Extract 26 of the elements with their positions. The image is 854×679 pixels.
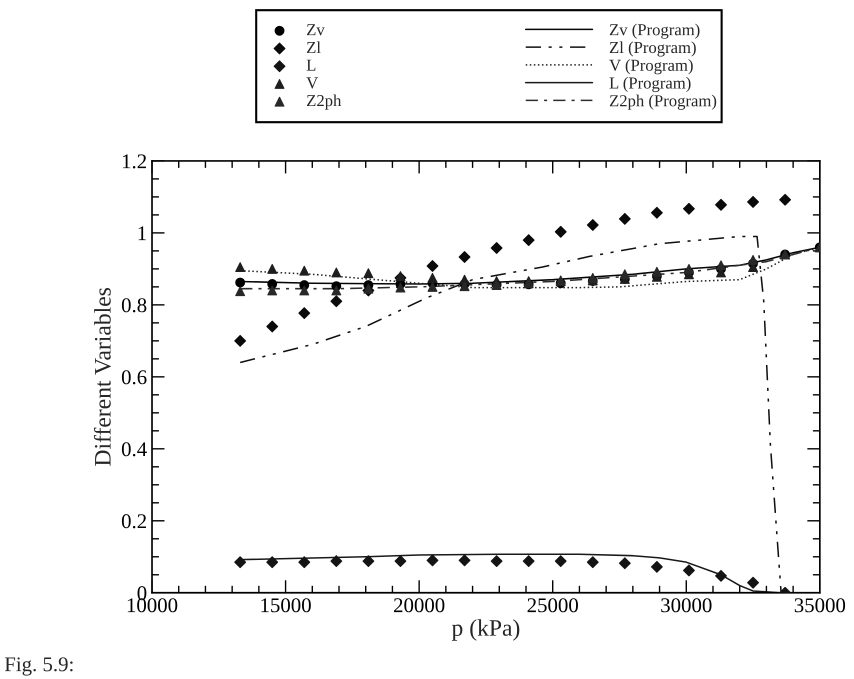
legend-label: Z2ph (Program) — [610, 94, 716, 110]
legend-label: L — [306, 60, 316, 71]
x-tick-label: 35000 — [794, 598, 846, 612]
x-tick-label: 30000 — [661, 598, 712, 612]
legend-label: L (Program) — [610, 76, 691, 92]
y-tick-label: 1.2 — [122, 154, 146, 168]
legend-label: Z2ph — [306, 94, 342, 110]
x-tick-label: 20000 — [394, 598, 444, 612]
x-tick-label: 10000 — [128, 598, 178, 612]
y-tick-label: 1 — [138, 226, 146, 240]
y-tick-label: 0.6 — [122, 370, 147, 384]
legend-label: Zv — [306, 24, 325, 36]
y-axis-title: Different Variables — [94, 288, 111, 466]
y-tick-label: 0.2 — [122, 514, 146, 528]
x-axis-title: p (kPa) — [452, 619, 520, 641]
y-tick-label: 0 — [138, 586, 146, 600]
y-tick-label: 0.8 — [122, 298, 146, 312]
legend-label: V (Program) — [609, 59, 693, 74]
x-tick-label: 25000 — [528, 598, 578, 612]
legend-label: Zl — [306, 41, 321, 53]
legend-label: Zl (Program) — [610, 41, 696, 57]
y-tick-label: 0.4 — [122, 442, 147, 456]
legend-label: Zv (Program) — [610, 24, 700, 39]
legend-label: V — [306, 77, 318, 89]
caption: Fig. 5.9: — [4, 657, 73, 676]
x-tick-label: 15000 — [261, 598, 311, 612]
